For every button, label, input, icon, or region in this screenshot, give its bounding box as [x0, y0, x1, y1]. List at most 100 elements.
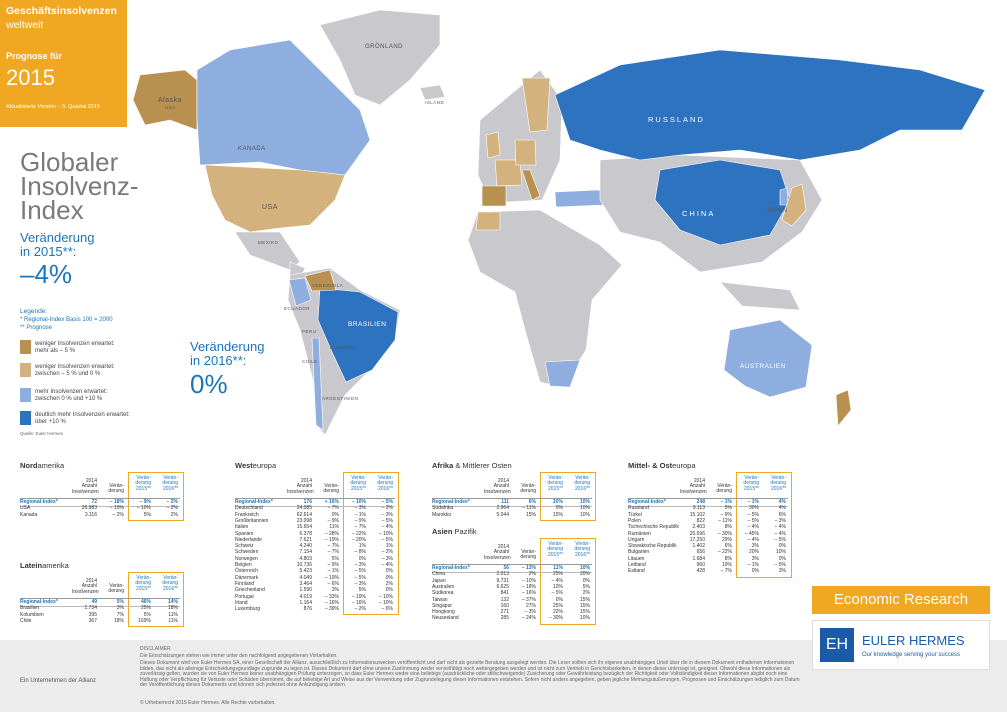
column-header: Verän- derung 2016**	[162, 475, 178, 492]
table-cell: 5%	[116, 599, 124, 605]
table-cell: 20.696	[689, 530, 705, 537]
table-cell: 1.590	[299, 587, 312, 594]
table-cell: – 9%	[354, 517, 366, 524]
row-rule	[432, 505, 592, 507]
row-label: Kolumbien	[20, 611, 44, 618]
table-cell: 10%	[552, 499, 563, 505]
table-cell: 2%	[170, 511, 178, 518]
table-cell: 0%	[331, 511, 339, 518]
column-header: 2014 Anzahl Insolvenzen	[484, 544, 511, 561]
row-label: Singapur	[432, 602, 453, 609]
spain	[481, 185, 507, 207]
table-cell: 25%	[140, 605, 151, 612]
index-title: Globaler Insolvenz- Index	[20, 147, 139, 225]
table-cell: 27%	[525, 602, 536, 609]
header-rule	[628, 498, 788, 499]
column-header: Verän- derung 2016**	[574, 541, 590, 558]
legend-note: * Regional-Index Basis 100 = 2000	[20, 317, 113, 323]
table-cell: – 5%	[747, 511, 759, 518]
map-label: ISLAND	[425, 100, 445, 105]
table-cell: – 45%	[744, 530, 759, 537]
table-cell: – 30%	[548, 615, 563, 622]
table-cell: 9.113	[692, 505, 705, 512]
table-cell: 2%	[582, 590, 590, 597]
legend-label: weniger Insolvenzen erwartet: mehr als –…	[35, 341, 115, 354]
row-label: Griechenland	[235, 587, 265, 594]
table-cell: 2%	[385, 580, 393, 587]
table-cell: 19%	[721, 562, 732, 568]
table-cell: 29%	[721, 536, 732, 543]
disclaimer: Die Einschätzungen stehen wie immer unte…	[140, 653, 338, 659]
table-cell: 15%	[579, 602, 590, 609]
table-cell: – 3%	[381, 511, 393, 518]
venezuela	[304, 269, 337, 292]
table-cell: 24.085	[296, 505, 312, 512]
table-cell: 160	[500, 602, 509, 609]
table-cell: 656	[696, 549, 705, 556]
table-cell: 72	[91, 499, 97, 505]
southeast-asia	[719, 281, 801, 311]
table-cell: 10%	[552, 583, 563, 590]
table-cell: 132	[500, 596, 509, 603]
table-cell: 5%	[582, 583, 590, 590]
table-cell: – 13%	[521, 565, 536, 571]
table-cell: 20%	[579, 571, 590, 578]
table-cell: – 11%	[522, 505, 536, 512]
copyright: © Urheberrecht 2015 Euler Hermes. Alle R…	[140, 700, 276, 706]
header-box	[0, 0, 127, 127]
table-cell: 841	[500, 590, 509, 597]
table-cell: 3%	[116, 605, 124, 612]
table-cell: 25%	[552, 571, 563, 578]
forecast-label: Prognose für	[6, 51, 63, 61]
row-label: Portugal	[235, 593, 254, 600]
table-cell: – 22%	[717, 549, 732, 556]
map-label: RUSSLAND	[648, 115, 705, 124]
table-cell: 248	[696, 499, 705, 505]
column-header: Verän- derung	[108, 483, 124, 495]
table-cell: 285	[500, 615, 509, 622]
table-cell: 111	[501, 499, 509, 505]
table-cell: 5%	[143, 511, 151, 518]
column-header: Verän- derung 2016**	[162, 575, 178, 592]
table-cell: – 4%	[774, 530, 786, 537]
row-label: Neuseeland	[432, 615, 459, 622]
title-bold: Afrika	[432, 461, 454, 470]
germany	[514, 139, 537, 166]
table-cell: 4.049	[299, 574, 312, 581]
legend-swatch	[20, 340, 31, 354]
row-label: Brasilien	[20, 605, 40, 612]
forecast-year: 2015	[6, 65, 55, 90]
row-label: Finnland	[235, 580, 255, 587]
forecast-box	[540, 538, 596, 625]
table-cell: – 5%	[381, 536, 393, 543]
table-cell: 46%	[140, 599, 151, 605]
legend-label: mehr Insolvenzen erwartet: zwischen 0 % …	[35, 389, 108, 402]
table-cell: – 1%	[720, 499, 732, 505]
row-label: Bulgarien	[628, 549, 650, 556]
table-cell: – 9%	[720, 511, 732, 518]
row-label: Taiwan	[432, 596, 448, 603]
header-rule	[20, 598, 180, 599]
title-bold: Asien	[432, 527, 453, 536]
row-label: Regional-Index*	[20, 599, 58, 605]
table-cell: 0%	[385, 568, 393, 575]
row-label: Regional-Index*	[628, 499, 666, 505]
table-cell: – 19%	[109, 505, 124, 512]
table-cell: 11%	[168, 611, 178, 618]
table-cell: 7.154	[299, 549, 312, 556]
table-cell: – 7%	[327, 549, 339, 556]
alaska	[132, 69, 198, 131]
table-cell: 4%	[778, 499, 786, 505]
table-cell: 18%	[167, 605, 178, 612]
row-rule	[20, 605, 180, 607]
table-cell: 0%	[555, 505, 563, 512]
table-cell: 0%	[778, 555, 786, 562]
table: Afrika & Mittlerer Osten 2014 Anzahl Inso…	[432, 462, 596, 523]
table-cell: – 16%	[521, 590, 536, 597]
row-label: Regional-Index*	[20, 499, 58, 505]
table-cell: – 16%	[324, 599, 339, 606]
column-header: Verän- derung 2015**	[135, 475, 151, 492]
chile	[311, 337, 324, 431]
row-label: Regional-Index*	[432, 499, 470, 505]
column-header: Verän- derung	[716, 483, 732, 495]
